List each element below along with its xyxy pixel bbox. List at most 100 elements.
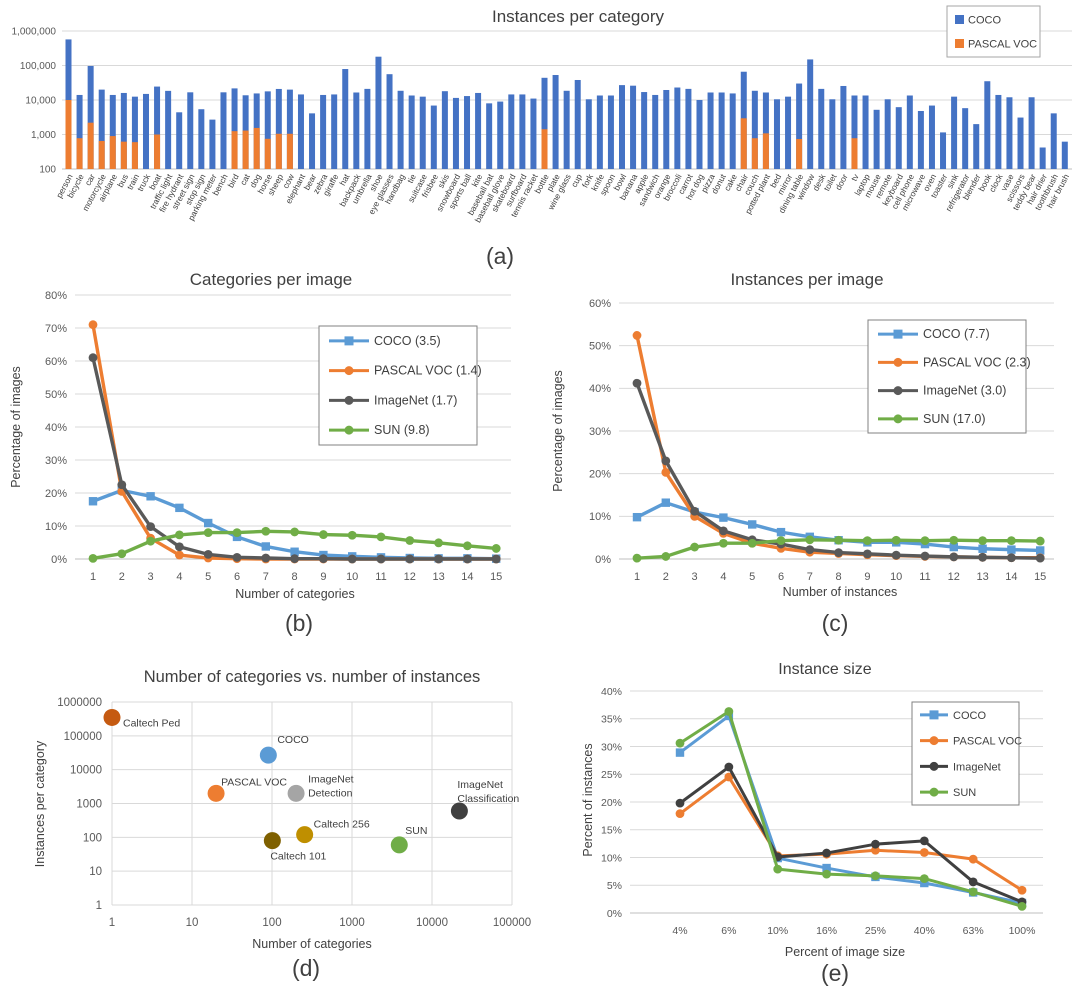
data-marker-circle xyxy=(919,836,929,846)
data-marker-circle xyxy=(719,526,728,536)
x-tick-label: 6% xyxy=(721,925,736,937)
data-marker-circle xyxy=(968,877,978,887)
y-tick-label: 10% xyxy=(601,852,622,864)
data-marker-circle xyxy=(405,536,415,545)
legend-marker-square xyxy=(344,336,354,346)
data-marker-circle xyxy=(834,548,843,557)
x-tick-label: 13 xyxy=(432,571,444,583)
bar-coco xyxy=(131,96,138,169)
bar-coco xyxy=(386,74,393,169)
legend-label: PASCAL VOC xyxy=(968,39,1037,51)
bar-coco xyxy=(497,101,504,169)
x-tick-label: 25% xyxy=(865,925,886,937)
y-tick-label: 60% xyxy=(45,356,67,368)
data-marker-square xyxy=(719,513,728,522)
data-marker-circle xyxy=(175,542,184,552)
data-marker-circle xyxy=(776,536,786,546)
category-label: car xyxy=(83,172,97,187)
x-axis-title: Number of categories xyxy=(235,587,355,601)
legend: COCO (7.7) PASCAL VOC (2.3) ImageNet (3.0)… xyxy=(867,319,1031,434)
bar-coco xyxy=(1050,113,1057,169)
data-marker-circle xyxy=(1035,553,1045,563)
x-tick-label: 63% xyxy=(963,925,984,937)
data-marker-square xyxy=(661,498,670,507)
data-marker-circle xyxy=(463,554,472,564)
bar-coco xyxy=(87,65,94,169)
data-marker-circle xyxy=(675,798,685,808)
data-marker-circle xyxy=(491,544,501,553)
x-tick-label: 12 xyxy=(404,571,416,583)
data-marker-circle xyxy=(88,353,98,363)
bar-coco xyxy=(574,79,581,169)
bar-coco xyxy=(552,75,559,169)
data-marker-circle xyxy=(434,538,443,548)
bar-coco xyxy=(109,94,116,169)
bar-coco xyxy=(76,94,83,169)
chart-title: Instance size xyxy=(778,661,871,678)
data-marker-circle xyxy=(232,528,242,537)
data-marker-circle xyxy=(690,542,699,552)
bar-coco xyxy=(785,96,792,169)
bar-coco xyxy=(762,92,769,169)
legend-marker-circle xyxy=(344,395,354,405)
data-marker-circle xyxy=(863,549,872,559)
bar-coco xyxy=(452,97,459,169)
bar-pascal xyxy=(740,118,747,169)
chart-title: Number of categories vs. number of insta… xyxy=(144,668,481,686)
x-tick-label: 100% xyxy=(1009,925,1036,937)
plot-area: 0% 5% 10% 15% 20% 25% 30% 35% 40% 4% 6% 10% 16% 25% 40… xyxy=(601,686,1043,937)
legend-label: SUN (9.8) xyxy=(374,423,430,437)
data-marker-circle xyxy=(949,552,959,562)
bar-coco xyxy=(995,94,1002,169)
legend-marker-square xyxy=(929,710,939,720)
bar-coco xyxy=(585,99,592,169)
bar-coco xyxy=(674,87,681,169)
x-tick-label: 4 xyxy=(720,571,726,583)
legend: COCO (3.5) PASCAL VOC (1.4) ImageNet (1.7)… xyxy=(318,325,482,446)
series-line xyxy=(679,710,1023,908)
legend: COCO PASCAL VOC ImageNet SUN xyxy=(911,701,1022,806)
data-marker-square xyxy=(1036,546,1045,555)
data-marker-circle xyxy=(117,549,127,559)
bar-pascal xyxy=(796,139,803,169)
x-tick-label: 1 xyxy=(109,917,115,929)
data-marker-circle xyxy=(661,456,671,466)
bar-coco xyxy=(286,89,293,169)
data-marker-circle xyxy=(871,871,880,881)
bar-coco xyxy=(342,69,349,169)
point-label: COCO xyxy=(277,734,309,746)
bar-coco xyxy=(563,90,570,169)
bar-pascal xyxy=(131,142,138,169)
bar-coco xyxy=(851,95,858,169)
panel-label-d: (d) xyxy=(291,955,321,981)
y-tick-label: 10% xyxy=(45,521,67,533)
legend-label: COCO (7.7) xyxy=(923,327,990,341)
series-line xyxy=(679,775,1023,892)
bar-coco xyxy=(519,94,526,169)
y-tick-label: 15% xyxy=(601,825,622,837)
legend-box xyxy=(318,325,478,446)
bar-coco xyxy=(984,81,991,169)
chart-title: Instances per image xyxy=(730,270,883,289)
data-marker-circle xyxy=(347,530,357,540)
bar-coco xyxy=(331,94,338,169)
bar-pascal xyxy=(65,100,72,169)
data-marker-circle xyxy=(978,536,987,546)
data-marker-circle xyxy=(968,854,978,864)
data-marker-circle xyxy=(491,554,501,564)
legend-label: ImageNet (1.7) xyxy=(374,393,457,407)
data-marker-circle xyxy=(319,554,328,564)
bar-pascal xyxy=(286,133,293,169)
legend: COCO PASCAL VOC xyxy=(946,5,1041,58)
legend-marker-circle xyxy=(929,736,939,746)
data-marker-circle xyxy=(376,554,386,564)
bar-coco xyxy=(928,105,935,169)
scatter-point xyxy=(103,708,121,726)
x-tick-label: 1 xyxy=(634,571,640,583)
bar-coco xyxy=(98,89,105,169)
bar-coco xyxy=(685,88,692,169)
bar-coco xyxy=(906,95,913,169)
legend-label: ImageNet xyxy=(953,761,1001,773)
panel-label-a: (a) xyxy=(485,243,515,269)
